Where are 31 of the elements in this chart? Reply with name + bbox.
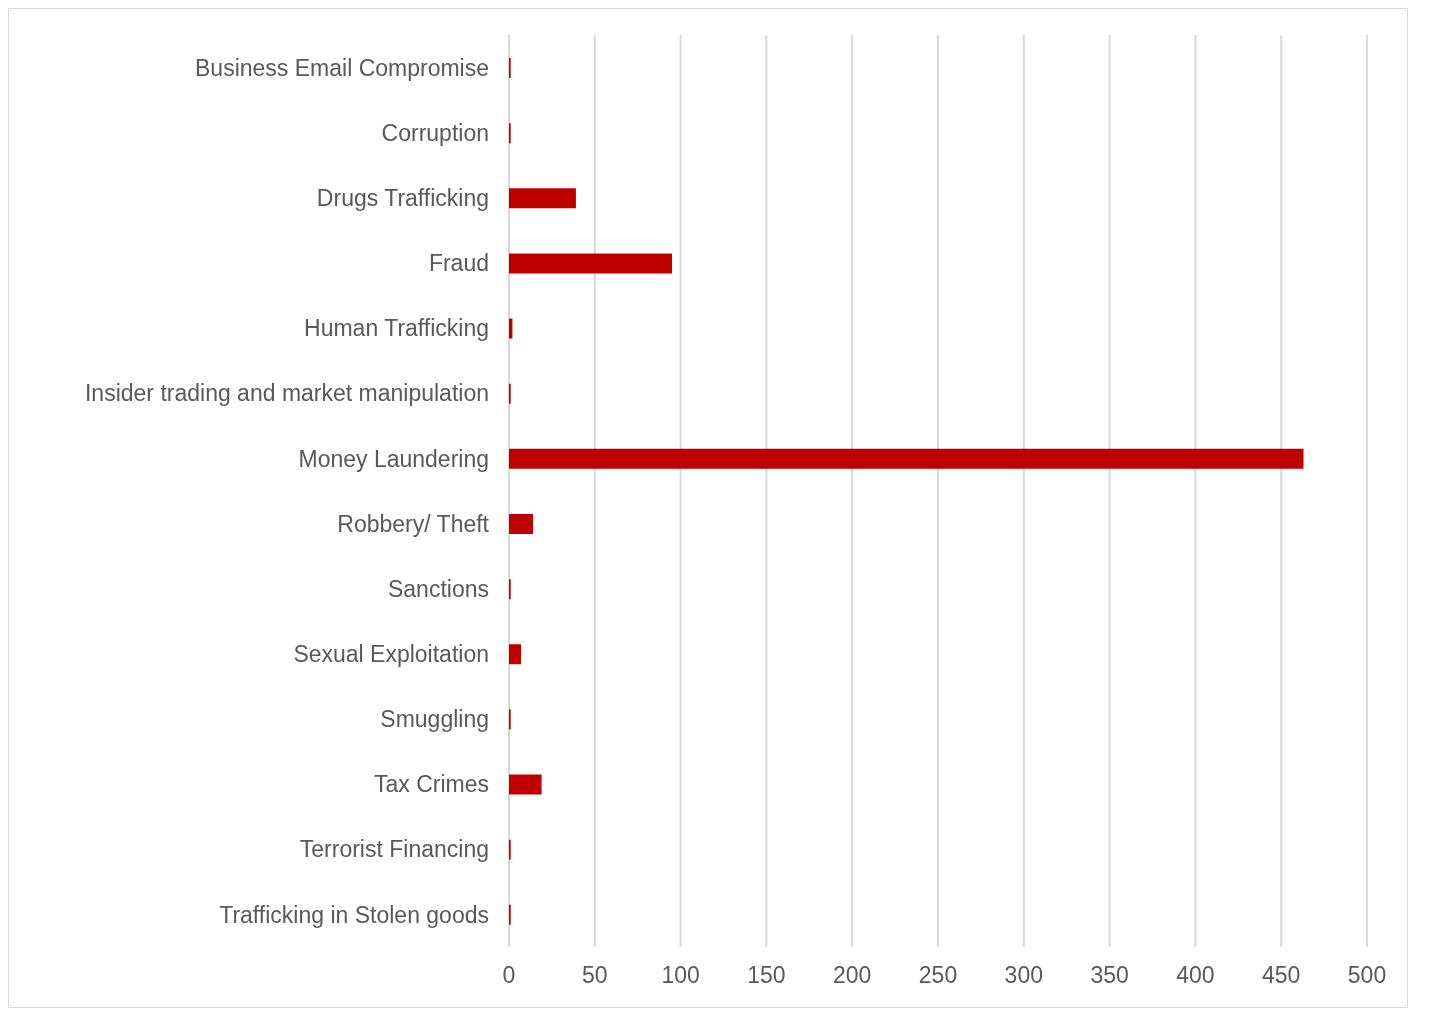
x-tick-label: 0 [502, 962, 516, 989]
x-tick-label: 250 [918, 962, 958, 989]
y-tick-label: Money Laundering [298, 445, 489, 472]
y-tick-label: Robbery/ Theft [337, 510, 490, 537]
bar [509, 644, 522, 665]
y-tick-label: Tax Crimes [373, 771, 489, 798]
bar [509, 514, 534, 534]
y-tick-label: Sanctions [387, 575, 489, 602]
bar [509, 448, 1304, 469]
y-tick-label: Insider trading and market manipulation [84, 380, 489, 407]
bar [509, 188, 576, 209]
bar [509, 253, 673, 274]
y-tick-label: Corruption [381, 119, 489, 146]
x-tick-label: 500 [1347, 962, 1387, 989]
y-tick-label: Terrorist Financing [299, 836, 489, 863]
y-tick-label: Trafficking in Stolen goods [219, 901, 489, 928]
y-tick-label: Drugs Trafficking [316, 185, 489, 212]
x-tick-label: 200 [833, 962, 872, 989]
y-tick-label: Smuggling [380, 706, 489, 733]
y-tick-label: Sexual Exploitation [293, 641, 489, 668]
x-tick-label: 400 [1176, 962, 1215, 989]
x-tick-label: 450 [1262, 962, 1301, 989]
y-tick-label: Business Email Compromise [195, 54, 489, 81]
x-tick-label: 150 [747, 962, 786, 989]
x-tick-label: 50 [582, 962, 608, 989]
y-tick-label: Human Trafficking [304, 315, 489, 342]
x-tick-label: 300 [1004, 962, 1043, 989]
x-tick-label: 100 [661, 962, 700, 989]
y-tick-label: Fraud [428, 250, 489, 277]
x-tick-label: 350 [1090, 962, 1129, 989]
bar [509, 774, 542, 795]
